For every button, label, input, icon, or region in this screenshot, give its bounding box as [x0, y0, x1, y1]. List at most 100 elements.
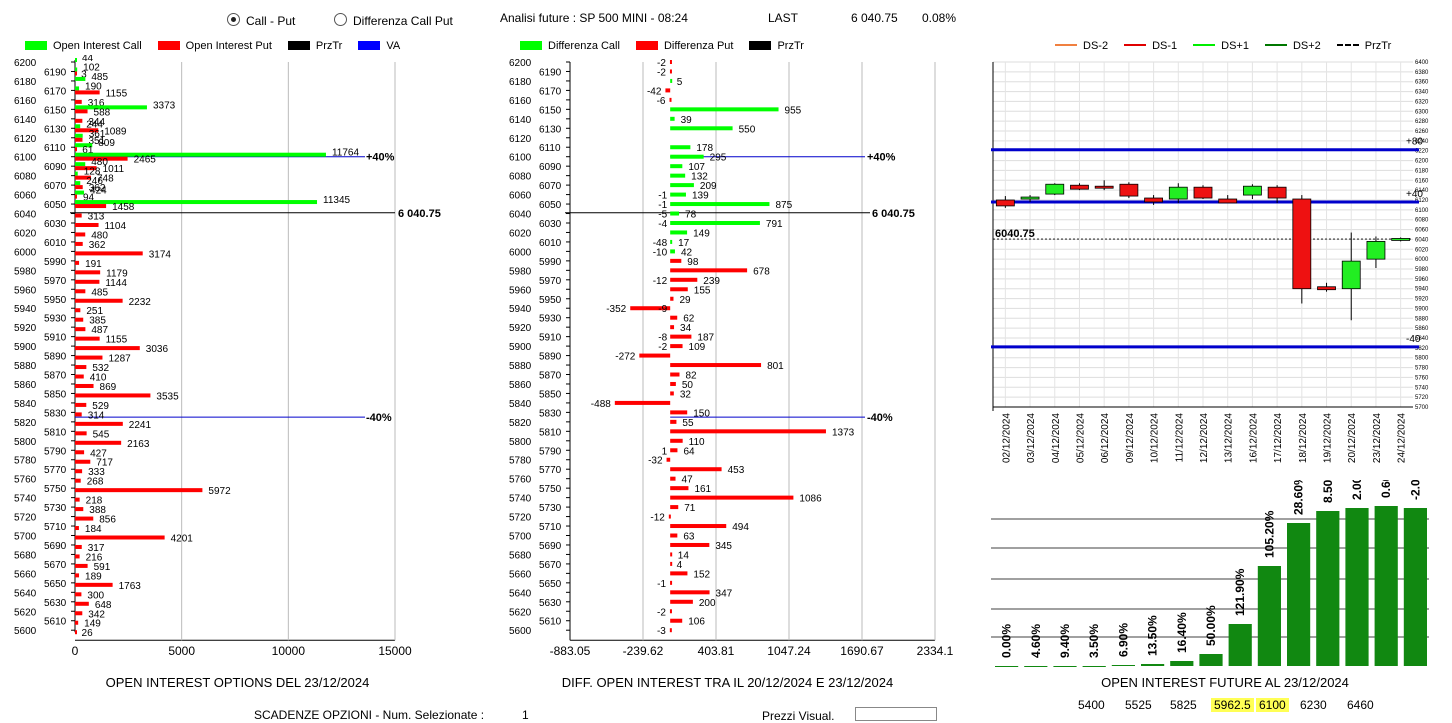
diff-bar: [670, 211, 680, 216]
strike-label: 5720: [14, 513, 37, 524]
legend-item: DS+1: [1193, 40, 1249, 52]
date-label: 20/12/2024: [1347, 413, 1358, 463]
strike-label: 6040: [509, 210, 532, 221]
strike-label: 6190: [44, 67, 67, 78]
strike-label: 6140: [509, 115, 532, 126]
put-bar: [75, 355, 103, 360]
strike-label: 5710: [539, 522, 562, 533]
strike-option[interactable]: 5825: [1170, 698, 1197, 712]
diff-bar: [670, 552, 673, 557]
put-value-label: 3: [81, 69, 87, 80]
put-bar: [75, 478, 81, 483]
przTr-label: 6 040.75: [872, 208, 915, 220]
x-tick-label: -883.05: [550, 644, 591, 658]
future-oi-chart: 0.00% 4.60% 9.40% 3.50% 6.90% 13.50% 16.40% 50.…: [991, 480, 1429, 667]
diff-value-label: -2: [658, 342, 667, 353]
call-value-label: 44: [82, 55, 94, 64]
strike-label: 6000: [509, 247, 532, 258]
strike-label: 6130: [44, 124, 67, 135]
put-bar: [75, 241, 83, 246]
put-bar: [75, 99, 82, 104]
strike-label: 5790: [44, 446, 67, 457]
radio-differenza[interactable]: Differenza Call Put: [334, 13, 453, 28]
put-bar: [75, 365, 87, 370]
strike-label: 6170: [44, 86, 67, 97]
y-tick-label: 5980: [1415, 267, 1429, 273]
put-value-label: 26: [82, 628, 94, 639]
date-label: 17/12/2024: [1273, 413, 1284, 463]
strike-label: 5900: [14, 342, 37, 353]
future-oi-bar: [1141, 664, 1165, 666]
put-value-label: 317: [88, 543, 105, 554]
diff-value-label: -5: [658, 210, 667, 221]
put-bar: [75, 412, 82, 417]
put-bar: [75, 109, 88, 114]
candle-body: [1070, 184, 1089, 190]
call-bar: [75, 67, 78, 72]
future-oi-label: 0.00%: [1000, 624, 1014, 658]
diff-bar: [670, 220, 760, 225]
strike-option[interactable]: 6460: [1347, 698, 1374, 712]
call-value-label: 190: [85, 81, 102, 92]
y-tick-label: 5760: [1415, 375, 1429, 381]
strike-label: 6190: [539, 67, 562, 78]
strike-option[interactable]: 6230: [1300, 698, 1327, 712]
put-bar: [75, 166, 97, 171]
diff-bar: [670, 495, 794, 500]
strike-label: 6170: [539, 86, 562, 97]
diff-value-label: 801: [767, 361, 784, 372]
diff-value-label: -42: [647, 86, 662, 97]
put-bar: [75, 544, 82, 549]
last-label: LAST: [768, 11, 799, 25]
va-label: +40%: [366, 152, 395, 164]
put-bar: [75, 194, 78, 199]
diff-bar: [670, 145, 691, 150]
strike-label: 5850: [44, 389, 67, 400]
strike-label: 5760: [14, 475, 37, 486]
strike-label: 5920: [14, 323, 37, 334]
put-value-label: 1089: [104, 126, 127, 137]
put-bar: [75, 374, 84, 379]
strike-label: 5600: [14, 626, 37, 637]
y-tick-label: 5860: [1415, 326, 1429, 332]
strike-label: 5760: [509, 475, 532, 486]
diff-bar: [670, 599, 693, 604]
future-oi-label: -2.00%: [1408, 480, 1422, 500]
strike-label: 5640: [14, 588, 37, 599]
strike-label: 5750: [539, 484, 562, 495]
diff-bar: [639, 353, 671, 358]
legend-swatch-icon: [358, 41, 381, 50]
date-label: 24/12/2024: [1397, 413, 1408, 463]
put-bar: [75, 526, 79, 531]
put-value-label: 427: [90, 448, 107, 459]
legend-oi: Open Interest Call Open Interest Put PrzTr…: [25, 36, 416, 54]
strike-label: 6070: [44, 181, 67, 192]
strike-option[interactable]: 5525: [1125, 698, 1152, 712]
strike-option[interactable]: 6100: [1256, 698, 1289, 712]
diff-bar: [670, 533, 678, 538]
candle-body: [1267, 186, 1287, 199]
prezzi-input[interactable]: [855, 707, 937, 721]
strike-label: 5680: [509, 550, 532, 561]
diff-bar: [668, 514, 671, 519]
x-tick-label: 403.81: [698, 644, 735, 658]
strike-label: 5840: [14, 399, 37, 410]
call-bar: [75, 181, 81, 186]
radio-callput[interactable]: Call - Put: [227, 13, 295, 28]
strike-label: 5610: [539, 617, 562, 628]
strike-option[interactable]: 5400: [1078, 698, 1105, 712]
diff-value-label: 155: [694, 285, 711, 296]
future-oi-bar: [1053, 666, 1077, 667]
y-tick-label: 6180: [1415, 168, 1429, 174]
strike-option[interactable]: 5962.5: [1211, 698, 1254, 712]
diff-bar: [670, 268, 748, 273]
diff-value-label: -32: [648, 456, 663, 467]
future-oi-label: 28.60%: [1292, 480, 1306, 515]
legend-item: PrzTr: [287, 40, 342, 52]
legend-item: Open Interest Call: [25, 40, 142, 52]
diff-value-label: 50: [682, 380, 694, 391]
call-bar: [75, 200, 318, 205]
y-tick-label: 6000: [1415, 257, 1429, 263]
call-bar: [75, 171, 78, 176]
legend-item: Differenza Put: [635, 40, 733, 52]
